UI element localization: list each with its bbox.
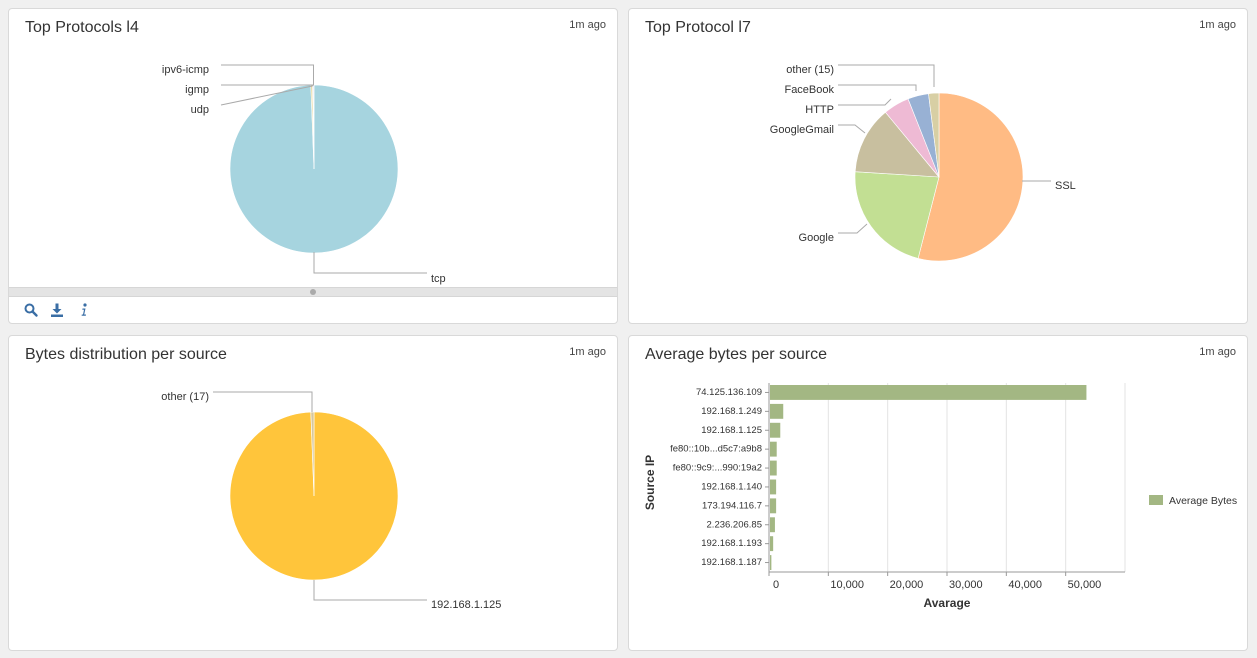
- bar-192-168-1-140[interactable]: [770, 479, 777, 495]
- panel-top-protocols-l4: Top Protocols l4 1m ago tcp udp igmp ipv6-i…: [8, 8, 618, 324]
- x-tick-label: 0: [773, 579, 779, 591]
- bar-173-194-116-7[interactable]: [770, 498, 777, 514]
- panel-average-bytes: Average bytes per source 1m ago 74.125.1…: [628, 335, 1248, 651]
- info-icon[interactable]: [76, 302, 92, 318]
- panel-bytes-distribution: Bytes distribution per source 1m ago 192…: [8, 335, 618, 651]
- pie-label-ipv6-icmp: ipv6-icmp: [162, 64, 209, 76]
- pie-slice-other-15[interactable]: [928, 92, 940, 178]
- panel-top-protocol-l7: Top Protocol l7 1m ago SSL Google GoogleGm…: [628, 8, 1248, 324]
- pie-slice-google[interactable]: [854, 171, 940, 259]
- legend-label: Average Bytes: [1169, 495, 1237, 507]
- pie-label-udp: udp: [191, 104, 209, 116]
- y-tick-label: 192.168.1.193: [701, 538, 762, 549]
- x-tick-label: 30,000: [949, 579, 983, 591]
- pie-label-ssl: SSL: [1055, 180, 1076, 192]
- pie-label-igmp: igmp: [185, 84, 209, 96]
- panel-updated-time: 1m ago: [569, 19, 606, 31]
- panel-title: Top Protocols l4: [25, 19, 139, 36]
- y-tick-label: 2.236.206.85: [707, 519, 762, 530]
- leader-line-igmp: [221, 84, 314, 86]
- pie-label-googlegmail: GoogleGmail: [770, 124, 834, 136]
- download-icon[interactable]: [49, 302, 65, 318]
- leader-line-udp: [220, 85, 313, 106]
- pie-slice-ssl[interactable]: [917, 92, 1024, 262]
- panel-updated-time: 1m ago: [1199, 346, 1236, 358]
- leader-line-other-15: [838, 64, 935, 87]
- panel-title: Bytes distribution per source: [25, 346, 227, 363]
- y-tick-label: 173.194.116.7: [702, 500, 762, 511]
- panel-title: Top Protocol l7: [645, 19, 751, 36]
- leader-line-ipv6-icmp: [221, 64, 314, 85]
- y-tick-label: 192.168.1.140: [701, 481, 762, 492]
- bar-192-168-1-193[interactable]: [770, 536, 774, 552]
- pie-slice-googlegmail[interactable]: [854, 111, 940, 178]
- y-tick-label: 74.125.136.109: [696, 387, 762, 398]
- y-axis-title: Source IP: [643, 455, 657, 510]
- y-tick-label: 192.168.1.125: [701, 425, 762, 436]
- leader-line-other-17: [213, 391, 313, 412]
- pie-label-http: HTTP: [805, 104, 834, 116]
- y-tick-label: 192.168.1.249: [701, 406, 762, 417]
- bar-192-168-1-249[interactable]: [770, 403, 784, 419]
- panel-updated-time: 1m ago: [569, 346, 606, 358]
- x-tick-label: 40,000: [1008, 579, 1042, 591]
- leader-line-192-168-1-125: [313, 580, 427, 601]
- bar-fe80-10b-d5c7-a9b8[interactable]: [770, 441, 777, 457]
- panel-footer: [9, 287, 617, 323]
- x-tick-label: 10,000: [830, 579, 864, 591]
- pie-chart-l4[interactable]: tcp udp igmp ipv6-icmp: [9, 9, 617, 285]
- x-axis-title: Avarage: [924, 596, 971, 610]
- search-icon[interactable]: [23, 302, 39, 318]
- leader-line-google: [838, 223, 868, 234]
- x-tick-label: 50,000: [1068, 579, 1102, 591]
- panel-updated-time: 1m ago: [1199, 19, 1236, 31]
- bar-192-168-1-125[interactable]: [770, 422, 781, 438]
- pie-slice-other-17[interactable]: [310, 411, 315, 497]
- y-tick-label: fe80::10b...d5c7:a9b8: [670, 444, 762, 455]
- resize-handle-dot: [310, 289, 316, 295]
- bar-fe80-9c9-990-19a2[interactable]: [770, 460, 777, 476]
- panel-title: Average bytes per source: [645, 346, 828, 363]
- pie-label-tcp: tcp: [431, 273, 446, 285]
- resize-handle[interactable]: [9, 287, 617, 297]
- pie-label-facebook: FaceBook: [784, 84, 834, 96]
- leader-line-tcp: [313, 252, 427, 274]
- pie-label-google: Google: [799, 232, 834, 244]
- leader-line-http: [838, 98, 892, 106]
- pie-chart-l7[interactable]: SSL Google GoogleGmail HTTP FaceBook other (1…: [629, 9, 1247, 323]
- bar-74-125-136-109[interactable]: [770, 385, 1087, 400]
- bar-chart-average-bytes[interactable]: 74.125.136.109 192.168.1.249 192.168.1.125…: [629, 336, 1247, 650]
- legend-swatch[interactable]: [1149, 495, 1163, 505]
- bar-2-236-206-85[interactable]: [770, 517, 775, 533]
- pie-chart-bytes[interactable]: 192.168.1.125 other (17): [9, 336, 617, 650]
- pie-label-other-17: other (17): [161, 391, 209, 403]
- y-tick-label: fe80::9c9:...990:19a2: [673, 463, 762, 474]
- x-tick-label: 20,000: [890, 579, 924, 591]
- pie-label-other-15: other (15): [786, 64, 834, 76]
- pie-label-192-168-1-125: 192.168.1.125: [431, 599, 501, 611]
- y-tick-label: 192.168.1.187: [701, 557, 762, 568]
- leader-line-facebook: [838, 84, 917, 91]
- leader-line-googlegmail: [838, 124, 866, 134]
- bar-192-168-1-187[interactable]: [770, 555, 772, 570]
